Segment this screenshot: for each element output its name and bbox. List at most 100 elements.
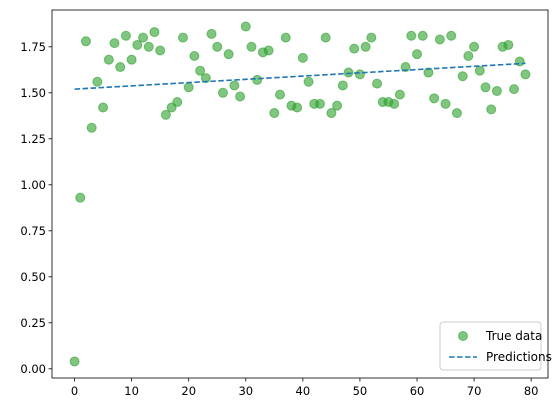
data-point [138, 32, 149, 43]
data-point [269, 108, 280, 119]
data-point [80, 36, 91, 47]
predictions-line [74, 62, 526, 90]
data-point [434, 34, 445, 45]
data-point [400, 62, 411, 73]
data-point [469, 41, 480, 52]
data-point [292, 102, 303, 113]
x-tick-label: 20 [181, 384, 196, 398]
data-point [195, 65, 206, 76]
legend-label-predictions: Predictions [486, 350, 552, 364]
data-point [509, 84, 520, 95]
data-point [354, 69, 365, 80]
data-point [115, 62, 126, 73]
legend-marker-true-data [458, 331, 468, 341]
y-tick-label: 0.50 [20, 270, 46, 284]
data-point [372, 78, 383, 89]
data-point [126, 54, 137, 65]
data-point [212, 41, 223, 52]
data-point [275, 89, 286, 100]
data-point [343, 67, 354, 78]
data-point [120, 30, 131, 41]
data-point [149, 27, 160, 38]
data-point [326, 108, 337, 119]
data-point [177, 32, 188, 43]
data-point [417, 30, 428, 41]
x-tick-label: 10 [124, 384, 139, 398]
x-tick-label: 50 [353, 384, 368, 398]
y-tick-label: 1.00 [20, 178, 46, 192]
data-point [143, 41, 154, 52]
data-point [480, 82, 491, 93]
data-point [98, 102, 109, 113]
data-point [486, 104, 497, 115]
data-point [69, 356, 80, 367]
data-point [160, 109, 171, 120]
data-point [223, 49, 234, 60]
data-point [206, 28, 217, 39]
data-point [297, 52, 308, 63]
data-point [349, 43, 360, 54]
data-point [240, 21, 251, 32]
data-point [183, 82, 194, 93]
data-point [423, 67, 434, 78]
data-point [252, 74, 263, 85]
data-point [503, 39, 514, 50]
data-point [332, 100, 343, 111]
data-point [103, 54, 114, 65]
x-axis: 0 10 20 30 40 50 60 70 80 [71, 378, 539, 398]
y-tick-label: 0.75 [20, 224, 46, 238]
data-point [86, 122, 97, 133]
data-point [155, 45, 166, 56]
x-tick-label: 0 [71, 384, 78, 398]
data-point [520, 69, 531, 80]
data-point [132, 39, 143, 50]
data-point [463, 51, 474, 61]
data-point [446, 30, 457, 41]
data-point [75, 192, 86, 203]
legend: True data Predictions [439, 321, 552, 371]
legend-label-true-data: True data [485, 329, 542, 343]
y-tick-label: 1.25 [20, 132, 46, 146]
data-point [303, 76, 314, 87]
data-point [429, 93, 440, 104]
data-point [109, 38, 120, 49]
data-point [280, 32, 291, 43]
data-point [246, 41, 257, 52]
data-point [92, 76, 103, 87]
x-tick-label: 60 [410, 384, 425, 398]
data-point [229, 80, 240, 91]
true-data-series [69, 21, 531, 367]
data-point [314, 98, 325, 109]
y-tick-label: 1.50 [20, 86, 46, 100]
data-point [172, 97, 183, 107]
data-point [360, 41, 371, 52]
plot-frame [51, 9, 549, 379]
data-point [189, 51, 200, 61]
data-point [451, 108, 462, 119]
y-tick-label: 1.75 [20, 40, 46, 54]
data-point [235, 91, 246, 102]
data-point [337, 80, 348, 91]
y-tick-label: 0.00 [20, 362, 46, 376]
x-tick-label: 30 [238, 384, 253, 398]
data-point [320, 32, 331, 43]
x-tick-label: 80 [524, 384, 539, 398]
data-point [440, 98, 451, 109]
data-point [491, 85, 502, 96]
data-point [412, 49, 423, 60]
plot-area [52, 10, 548, 378]
data-point [200, 73, 211, 84]
data-point [474, 65, 485, 76]
y-tick-label: 0.25 [20, 316, 46, 330]
data-point [217, 87, 228, 98]
x-tick-label: 70 [467, 384, 482, 398]
data-point [263, 45, 274, 56]
data-point [366, 32, 377, 43]
x-tick-label: 40 [296, 384, 311, 398]
data-point [514, 56, 525, 67]
data-point [406, 30, 417, 41]
data-point [457, 71, 468, 82]
predictions-series [74, 62, 526, 90]
y-axis: 0.00 0.25 0.50 0.75 1.00 1.25 1.50 1.75 [20, 40, 52, 376]
